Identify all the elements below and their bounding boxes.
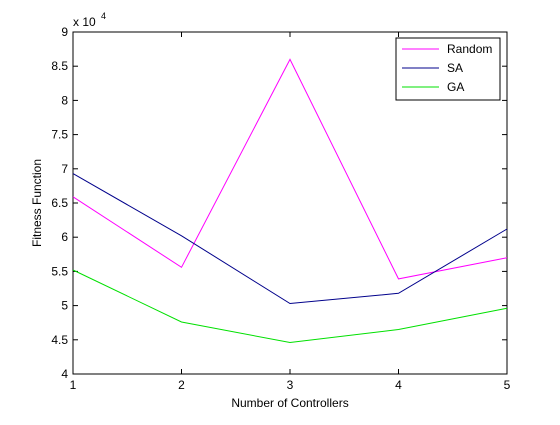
x-axis-ticks: 1 2 3 4 5 [70,32,511,392]
y-tick-label: 5.5 [51,264,68,278]
y-multiplier: x 10 4 [73,11,106,29]
y-tick-label: 5 [61,299,68,313]
y-multiplier-base: x 10 [73,15,96,29]
x-tick-label: 3 [287,378,294,392]
x-axis-label: Number of Controllers [231,396,348,410]
series-layer [72,58,508,344]
y-axis-label: Fitness Function [30,159,44,247]
series-line-ga [72,269,508,344]
y-tick-label: 9 [61,25,68,39]
legend-label-random: Random [447,42,492,56]
legend-label-sa: SA [447,61,463,75]
y-tick-label: 4.5 [51,333,68,347]
x-tick-label: 5 [504,378,511,392]
legend: Random SA GA [395,37,501,101]
x-tick-label: 1 [70,378,77,392]
y-tick-label: 8.5 [51,59,68,73]
legend-label-ga: GA [447,80,464,94]
y-tick-label: 6 [61,230,68,244]
series-line-sa [72,173,508,305]
y-tick-label: 8 [61,93,68,107]
x-tick-label: 4 [395,378,402,392]
y-tick-label: 4 [61,367,68,381]
x-tick-label: 2 [178,378,185,392]
y-multiplier-exponent: 4 [101,11,106,21]
y-tick-label: 7.5 [51,128,68,142]
y-tick-label: 6.5 [51,196,68,210]
legend-box [395,37,501,101]
y-axis-ticks: 4 4.5 5 5.5 6 6.5 7 7.5 8 8.5 9 [51,25,507,381]
y-tick-label: 7 [61,162,68,176]
